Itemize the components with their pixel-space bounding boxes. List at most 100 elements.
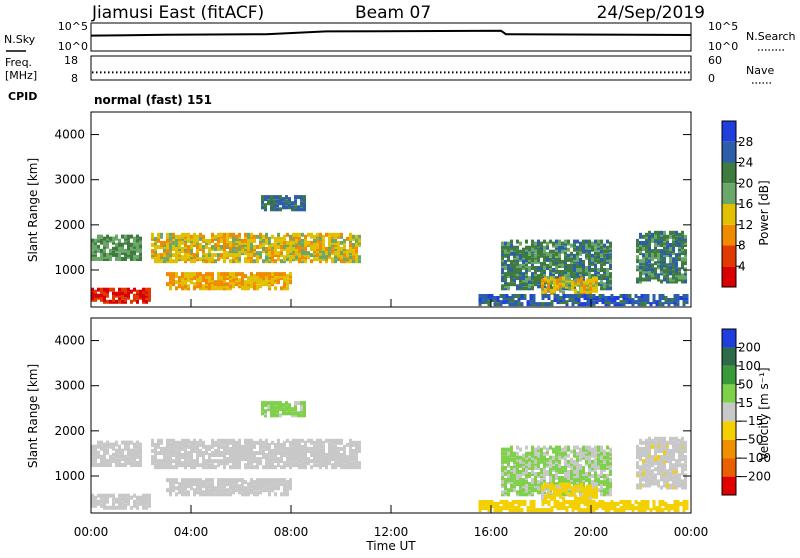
power-cell [645, 277, 648, 282]
power-cell [496, 296, 500, 300]
power-cell [100, 293, 103, 298]
velocity-cell [609, 492, 612, 497]
velocity-cell [115, 505, 118, 510]
velocity-cell [639, 455, 642, 460]
power-cell [187, 232, 190, 237]
velocity-cell [603, 449, 606, 454]
velocity-cell [549, 445, 552, 450]
power-cell [268, 278, 271, 283]
velocity-cell [508, 502, 512, 506]
velocity-cell [646, 500, 650, 504]
power-cell [181, 272, 184, 277]
power-cell [208, 253, 211, 258]
power-cell [229, 243, 232, 247]
power-cell [178, 284, 181, 289]
velocity-cell [516, 451, 519, 456]
velocity-cell [262, 488, 265, 493]
power-cell [519, 278, 522, 283]
power-cell [355, 253, 358, 258]
power-cell [253, 234, 256, 239]
power-cell [136, 254, 139, 259]
power-cell [235, 249, 238, 254]
velocity-cell [517, 508, 521, 513]
power-cell [297, 195, 300, 200]
velocity-cell [645, 459, 648, 464]
velocity-cell [157, 461, 160, 466]
velocity-cell [220, 490, 223, 495]
velocity-cell [247, 442, 250, 447]
power-cell [244, 257, 247, 262]
velocity-cell [271, 440, 274, 445]
power-cell [307, 240, 310, 245]
power-cell [519, 268, 522, 272]
power-cell [235, 236, 238, 241]
velocity-cell [313, 449, 316, 453]
power-cell [534, 278, 537, 283]
power-cell [124, 287, 127, 292]
velocity-cell [531, 451, 534, 456]
velocity-cell [220, 459, 223, 464]
power-cell [651, 269, 654, 274]
power-cell [196, 234, 199, 239]
power-cell [97, 295, 100, 300]
velocity-cell [501, 451, 504, 456]
velocity-cell [133, 442, 136, 447]
velocity-cell [552, 459, 555, 464]
velocity-cell [313, 440, 316, 445]
power-cell [507, 245, 510, 250]
power-cell [639, 265, 642, 270]
velocity-cell [576, 470, 579, 474]
power-cell [106, 257, 109, 261]
power-cell [588, 266, 591, 270]
power-cell [322, 238, 325, 243]
velocity-cell [121, 501, 124, 506]
velocity-cell [154, 455, 157, 460]
power-cell [274, 259, 277, 264]
power-cell [594, 272, 597, 277]
velocity-cell [202, 440, 205, 445]
power-cell [169, 280, 172, 285]
power-cell [94, 257, 97, 261]
power-cell [139, 250, 142, 255]
velocity-cell [289, 484, 292, 489]
power-cell [609, 272, 612, 277]
velocity-cell [531, 478, 534, 483]
power-cell [184, 272, 187, 277]
power-cell [553, 294, 557, 298]
power-cell [349, 232, 352, 237]
power-cell [208, 284, 211, 289]
velocity-cell [226, 457, 229, 462]
velocity-cell [678, 438, 681, 443]
power-cell [300, 201, 303, 206]
power-cell [564, 257, 567, 262]
velocity-cell [121, 463, 124, 467]
power-cell [208, 257, 211, 262]
power-cell [208, 272, 211, 277]
power-cell [517, 294, 521, 298]
power-cell [555, 239, 558, 244]
power-cell [223, 272, 226, 277]
power-cell [262, 238, 265, 243]
power-cell [196, 245, 199, 249]
velocity-cell [280, 492, 283, 497]
velocity-cell [319, 455, 322, 460]
velocity-cell [270, 405, 273, 410]
velocity-cell [217, 490, 220, 495]
power-cell [97, 238, 100, 243]
velocity-cell [238, 461, 241, 466]
power-cell [657, 275, 660, 280]
power-cell [510, 245, 513, 250]
power-cell [574, 280, 577, 285]
velocity-cell [148, 501, 151, 506]
velocity-cell [106, 463, 109, 467]
power-cell [286, 286, 289, 291]
power-cell [136, 244, 139, 249]
power-cell [130, 257, 133, 261]
power-cell [127, 240, 130, 245]
velocity-cell [223, 438, 226, 443]
power-cell [184, 284, 187, 289]
velocity-cell [253, 455, 256, 460]
velocity-cell [160, 438, 163, 443]
velocity-cell [124, 440, 127, 445]
